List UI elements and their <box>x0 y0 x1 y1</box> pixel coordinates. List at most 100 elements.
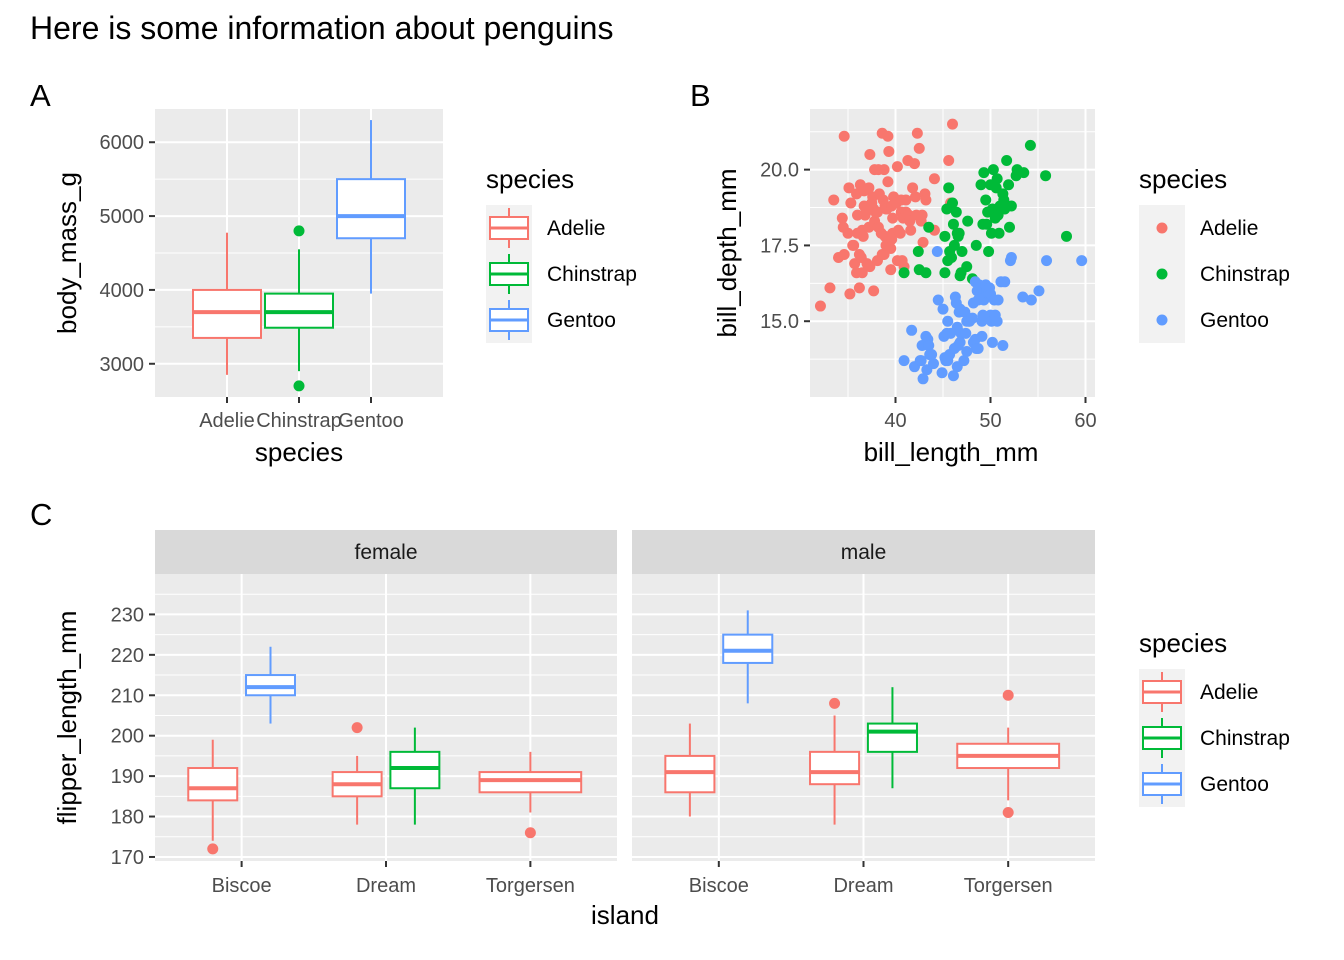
data-point <box>1004 221 1015 233</box>
outlier-point <box>524 827 536 839</box>
legend: species Adelie Chinstrap Gentoo <box>1139 164 1290 343</box>
data-point <box>978 167 990 179</box>
y-tick-label: 170 <box>111 847 144 869</box>
data-point <box>966 312 978 324</box>
y-tick-label: 3000 <box>100 354 145 376</box>
data-point <box>1076 255 1088 267</box>
data-point <box>928 358 939 370</box>
outlier-point <box>1002 689 1014 701</box>
data-point <box>961 346 973 358</box>
data-point <box>1005 252 1017 264</box>
facet-female: female Biscoe Dream Torgersen <box>155 530 617 897</box>
box-iqr <box>336 178 406 240</box>
series-adelie <box>814 118 958 312</box>
data-point <box>863 182 875 194</box>
panel-b-scatter-plot: B 15.0 17.5 20.0 40 50 60 bill_length_mm bill_de… <box>690 78 1290 467</box>
x-tick-label: Dream <box>356 875 416 897</box>
data-point <box>898 355 910 367</box>
data-point <box>972 342 984 354</box>
x-tick-label: Dream <box>833 875 893 897</box>
box-biscoe-gentoo <box>245 646 296 724</box>
data-point <box>936 367 948 379</box>
y-tick-label: 6000 <box>100 132 145 154</box>
data-point <box>1003 179 1015 191</box>
data-point <box>946 252 958 264</box>
data-point <box>891 161 903 173</box>
data-point <box>844 288 856 300</box>
box-iqr <box>245 674 296 697</box>
data-point <box>991 315 1003 327</box>
legend-label: Gentoo <box>547 309 616 332</box>
data-point <box>993 227 1005 239</box>
facet-male: male Biscoe Dream Torgersen <box>632 530 1095 897</box>
data-point <box>828 194 840 206</box>
legend-title: species <box>1139 164 1227 194</box>
data-point <box>878 164 890 176</box>
box-iqr <box>389 750 441 790</box>
box-iqr <box>809 750 861 786</box>
x-tick-label: 50 <box>979 410 1001 432</box>
data-point <box>932 294 944 306</box>
data-point <box>917 236 929 248</box>
y-axis-title: flipper_length_mm <box>52 611 82 825</box>
x-tick-label: 40 <box>884 410 906 432</box>
box-iqr <box>664 754 716 794</box>
data-point <box>947 370 959 382</box>
data-point <box>991 173 1003 185</box>
y-tick-label: 15.0 <box>760 311 799 333</box>
data-point <box>976 330 988 342</box>
box-gentoo <box>336 120 406 294</box>
data-point <box>1005 200 1017 212</box>
data-point <box>999 276 1011 288</box>
box-torgersen-adelie <box>956 689 1061 818</box>
data-point <box>962 215 974 227</box>
legend: species Adelie Chinstrap Gentoo <box>486 164 637 343</box>
data-point <box>911 127 923 139</box>
data-point <box>987 164 999 176</box>
data-point <box>947 118 958 130</box>
data-point <box>838 249 850 261</box>
data-point <box>898 267 910 279</box>
x-tick-label: Torgersen <box>486 875 575 897</box>
data-point <box>882 130 894 142</box>
data-point <box>939 267 951 279</box>
box-iqr <box>866 722 918 753</box>
data-point <box>887 212 899 224</box>
data-point <box>915 355 927 367</box>
box-biscoe-adelie <box>664 723 716 817</box>
figure-title: Here is some information about penguins <box>30 10 613 46</box>
data-point <box>900 194 912 206</box>
data-point <box>983 245 995 257</box>
legend-label: Chinstrap <box>1200 263 1290 286</box>
data-point <box>885 264 897 276</box>
data-point <box>958 355 970 367</box>
data-point <box>961 261 973 273</box>
data-point <box>960 327 972 339</box>
data-point <box>868 285 880 297</box>
series-chinstrap <box>898 139 1072 285</box>
y-tick-label: 210 <box>111 685 144 707</box>
data-point <box>1040 170 1052 182</box>
data-point <box>942 315 954 327</box>
data-point <box>856 267 868 279</box>
data-point <box>920 194 932 206</box>
x-tick-label: Biscoe <box>689 875 749 897</box>
data-point <box>931 245 943 257</box>
data-point <box>912 245 924 257</box>
y-tick-label: 190 <box>111 766 144 788</box>
legend-label: Chinstrap <box>1200 727 1290 750</box>
box-biscoe-adelie <box>187 739 239 855</box>
x-tick-label: Adelie <box>199 410 255 432</box>
data-point <box>848 239 860 251</box>
legend-label: Adelie <box>1200 681 1258 704</box>
facet-strip-label: female <box>354 541 417 564</box>
data-point <box>1061 230 1072 242</box>
legend-key-point <box>1156 314 1168 326</box>
legend-label: Chinstrap <box>547 263 637 286</box>
data-point <box>836 212 848 224</box>
data-point <box>1018 167 1030 179</box>
outlier-point <box>1002 806 1014 818</box>
outlier-point <box>829 697 841 709</box>
